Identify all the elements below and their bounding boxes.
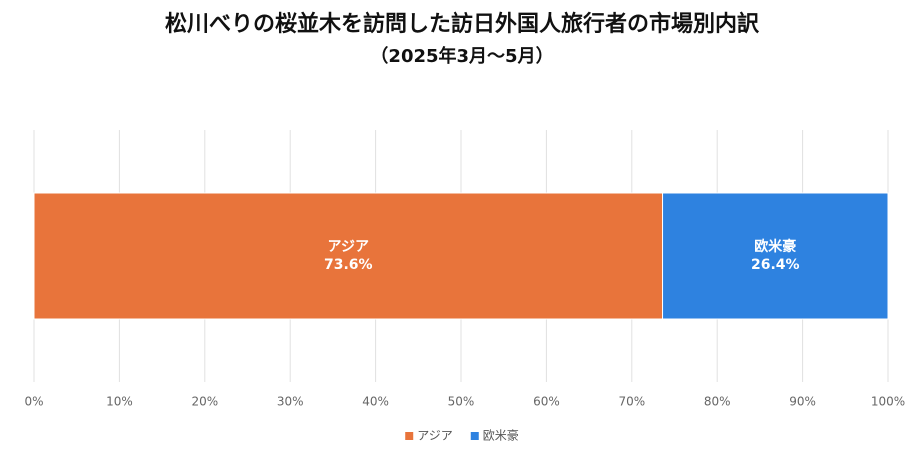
x-tick-label: 100% <box>871 395 905 409</box>
bar-value-label: 73.6% <box>324 257 373 273</box>
chart-subtitle: （2025年3月～5月） <box>370 45 553 67</box>
x-tick-label: 50% <box>448 395 475 409</box>
bar <box>662 192 889 320</box>
bar-series-label: 欧米豪 <box>754 238 796 255</box>
x-tick-label: 20% <box>191 395 218 409</box>
bar-value-label: 26.4% <box>751 257 800 273</box>
legend-swatch <box>470 432 479 440</box>
bar <box>33 192 664 320</box>
legend-swatch <box>405 432 414 440</box>
x-tick-label: 70% <box>618 395 645 409</box>
legend-label: アジア <box>417 429 453 443</box>
bar-series-label: アジア <box>328 239 369 255</box>
x-tick-label: 80% <box>704 395 731 409</box>
x-tick-label: 10% <box>106 395 133 409</box>
x-tick-label: 90% <box>789 395 816 409</box>
x-tick-label: 40% <box>362 395 389 409</box>
chart-title: 松川べりの桜並木を訪問した訪日外国人旅行者の市場別内訳 <box>165 11 760 37</box>
legend-label: 欧米豪 <box>483 428 519 443</box>
x-tick-label: 60% <box>533 395 560 409</box>
x-tick-label: 30% <box>277 395 304 409</box>
x-tick-label: 0% <box>24 395 43 409</box>
